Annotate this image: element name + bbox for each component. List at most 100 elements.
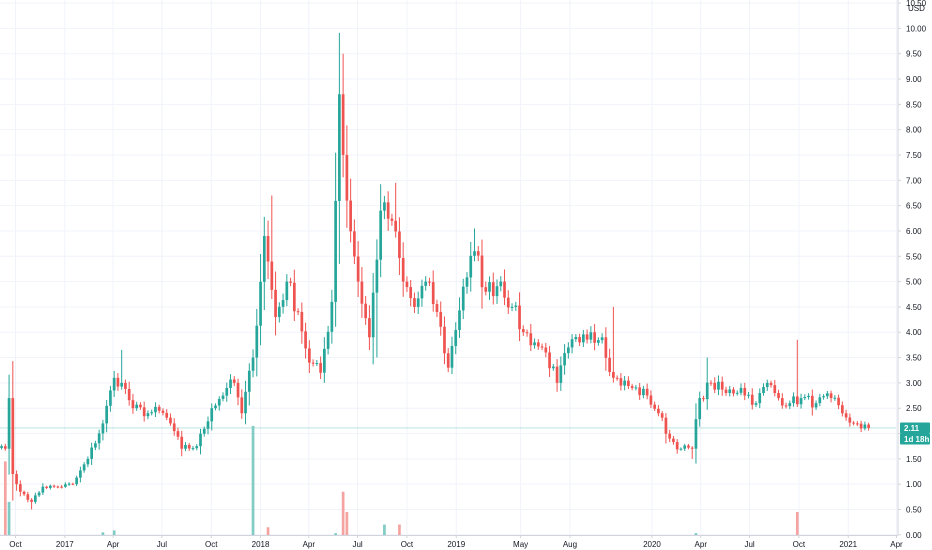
candle-body [484,287,488,292]
volume-bar [112,530,116,535]
candle-body [71,483,75,485]
candle-body [840,405,844,414]
candle-body [551,366,555,369]
candle-body [45,486,48,488]
candle-body [274,289,277,318]
price-tick-label: 0.50 [906,505,922,514]
candle-body [247,370,251,392]
price-tick-label: 1.00 [906,480,922,489]
price-tick-label: 9.00 [906,75,922,84]
candle-body [416,298,420,307]
candle-body [829,393,833,399]
candle-body [341,94,345,155]
candle-body [266,236,270,262]
candle-body [353,231,356,257]
candle-body [326,331,330,349]
candle-body [780,398,784,406]
candle-body [300,311,304,332]
candle-body [356,256,360,282]
candle-body [506,297,510,308]
candle-body [867,424,870,428]
candle-body [210,408,214,422]
candle-body [578,337,581,343]
volume-bar [398,524,401,535]
candle-body [570,339,574,348]
candle-body [232,379,236,383]
candle-body [795,396,799,405]
candle-body [784,405,788,407]
candle-body [589,332,593,340]
candle-body [75,477,78,485]
candle-body [581,334,585,343]
candle-body [364,303,367,319]
candle-body [814,403,818,408]
price-tick-label: 9.50 [906,50,922,59]
candle-body [270,261,274,290]
time-tick-label: Oct [401,540,414,549]
candle-body [139,404,142,408]
candle-body [127,388,131,401]
candle-body [480,255,484,288]
candle-body [762,387,765,394]
candle-body [597,340,600,343]
time-axis[interactable]: Oct 2017 Apr Jul Oct 2018 Apr Jul Oct 2019 May Aug 2… [0,535,903,550]
price-tick-label: 2.50 [906,404,922,413]
candle-body [79,470,82,478]
volume-bars [0,425,870,550]
price-tick-label: 3.50 [906,354,922,363]
candle-body [439,311,443,327]
candle-body [555,366,559,383]
candle-body [3,446,7,449]
volume-bar [3,461,7,535]
grid [0,0,897,536]
candle-body [465,277,469,287]
candle-body [15,474,18,485]
candle-body [638,387,642,396]
candle-body [142,407,146,417]
candle-body [630,386,634,388]
candle-body [398,231,401,259]
time-tick-label: 2021 [839,540,857,549]
candle-body [409,287,413,299]
candle-body [469,255,473,278]
candle-body [184,444,187,449]
candle-body [307,348,311,363]
candle-body [642,388,645,396]
candle-body [529,333,533,346]
candle-body [792,396,795,404]
candle-body [30,499,33,502]
candle-body [161,410,165,413]
candle-body [717,381,720,390]
candle-body [262,236,266,282]
candle-body [818,397,822,404]
candle-body [431,282,435,305]
candle-body [612,371,615,378]
candle-body [82,464,86,471]
volume-bar [101,532,105,535]
candle-body [739,387,743,393]
candle-body [22,491,26,495]
candle-body [863,424,867,429]
price-axis[interactable]: USD 0.000.501.001.502.002.503.003.504.00… [897,0,932,550]
time-tick-label: 2020 [643,540,661,549]
candle-body [499,281,503,287]
candle-body [856,423,859,425]
time-tick-label: Apr [890,540,903,549]
candle-body [394,220,398,232]
candle-body [112,377,116,391]
time-tick-label: Jul [744,540,754,549]
candle-body [461,286,465,311]
candle-body [56,486,60,488]
volume-bar [7,501,11,535]
price-tick-label: 6.00 [906,227,922,236]
candle-body [199,433,202,447]
candle-body [765,382,769,388]
candle-body [217,398,221,406]
volume-bar [266,527,270,535]
candle-body [90,447,93,459]
candle-body [323,348,326,373]
time-tick-label: 2019 [447,540,465,549]
candle-body [334,200,337,302]
candle-body [101,423,105,434]
